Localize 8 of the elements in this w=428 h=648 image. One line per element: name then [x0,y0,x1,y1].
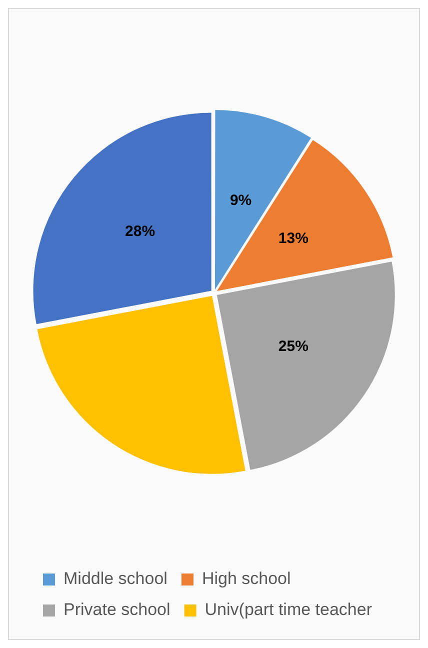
legend-label: Univ(part time teacher [204,600,372,620]
data-label: 9% [230,192,252,209]
legend-label: Private school [64,600,170,620]
legend-label: High school [202,569,291,588]
data-label: 28% [125,222,156,240]
data-label: 13% [278,230,308,248]
legend-label: Middle school [64,569,168,588]
data-label: 25% [278,338,308,356]
